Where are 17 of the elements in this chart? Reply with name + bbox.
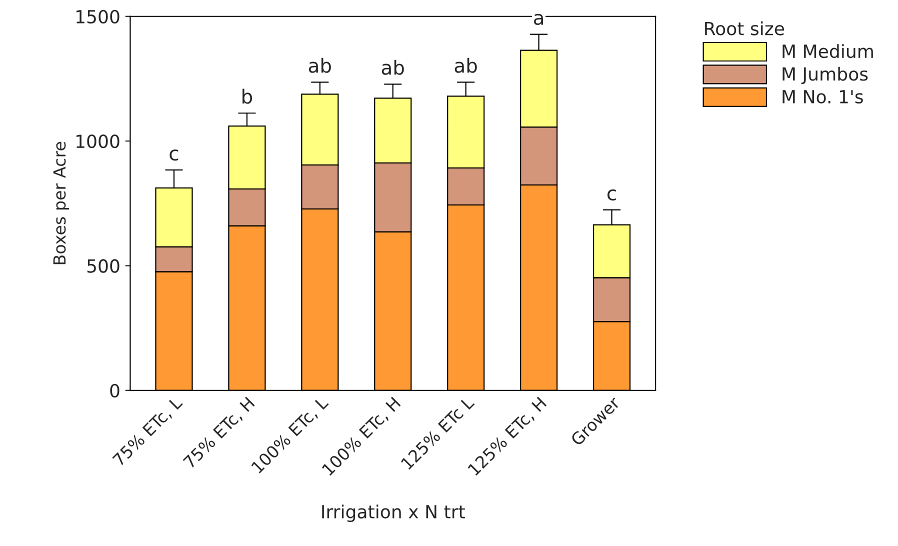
annotation: ab	[308, 58, 331, 73]
y-tick-label: 1500	[76, 10, 120, 24]
legend-label: M No. 1's	[782, 90, 863, 104]
annotation: ab	[454, 58, 477, 73]
legend-label: M Jumbos	[782, 66, 868, 84]
legend-title: Root size	[705, 21, 784, 36]
y-axis-title: Boxes per Acre	[53, 142, 69, 264]
annotation: b	[242, 88, 252, 104]
annotation: a	[534, 14, 543, 26]
legend-label: M Medium	[782, 44, 873, 58]
annotation: c	[607, 189, 616, 201]
annotation: ab	[382, 60, 404, 75]
y-tick-label: 500	[87, 259, 120, 273]
y-tick-label: 1000	[76, 134, 120, 148]
x-axis-title: Irrigation x N trt	[322, 504, 465, 522]
y-tick-label: 0	[110, 384, 120, 398]
annotation: c	[170, 149, 178, 161]
